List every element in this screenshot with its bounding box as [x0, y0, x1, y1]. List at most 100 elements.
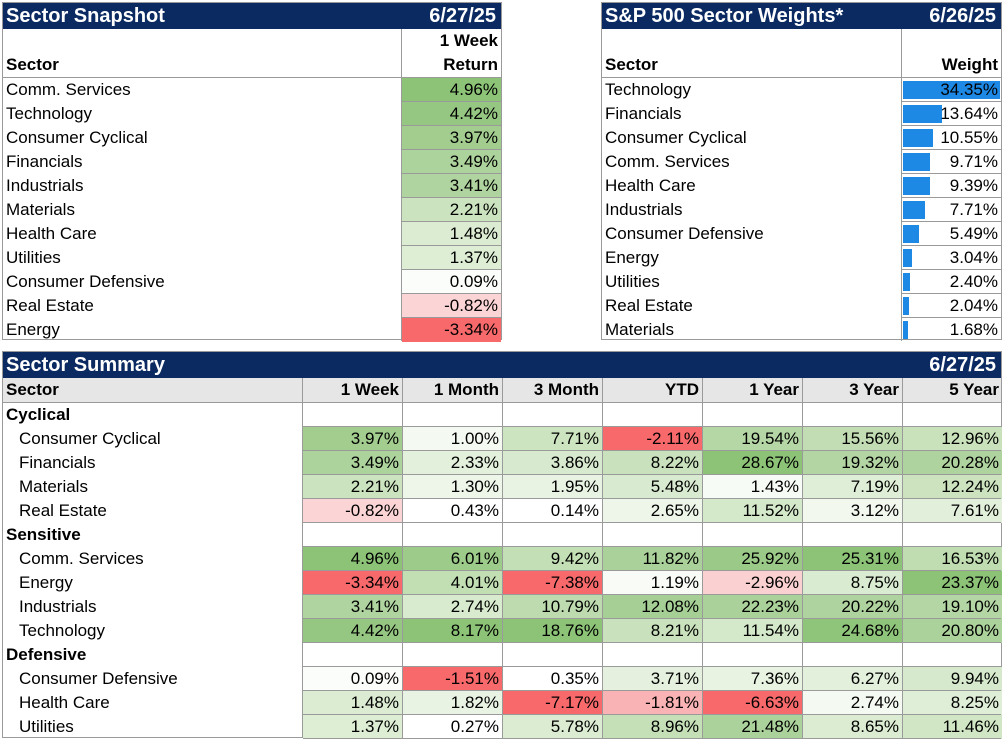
- sector-summary-panel: Sector Summary 6/27/25 Sector 1 Week 1 Mon…: [2, 351, 1002, 739]
- summary-value-cell: 4.42%: [303, 619, 402, 643]
- summary-sector-label: Materials: [19, 477, 88, 496]
- summary-value-cell: 2.74%: [803, 691, 902, 715]
- summary-value-cell: -2.11%: [603, 427, 702, 451]
- summary-value-cell: 8.17%: [403, 619, 502, 643]
- summary-value-cell: 24.68%: [803, 619, 902, 643]
- summary-value-cell: 3.71%: [603, 667, 702, 691]
- weight-bar: [903, 129, 933, 147]
- snapshot-sector-label: Utilities: [6, 248, 61, 267]
- snapshot-sector-label: Comm. Services: [6, 80, 131, 99]
- summary-value-cell: 22.23%: [703, 595, 802, 619]
- summary-value-cell: 8.65%: [803, 715, 902, 739]
- summary-value-cell: 21.48%: [703, 715, 802, 739]
- summary-value-cell: -1.51%: [403, 667, 502, 691]
- summary-value-cell: 1.48%: [303, 691, 402, 715]
- summary-value-cell: 9.42%: [503, 547, 602, 571]
- summary-value-cell: 8.96%: [603, 715, 702, 739]
- summary-value-cell: 19.10%: [903, 595, 1002, 619]
- weight-value: 1.68%: [949, 320, 998, 339]
- snapshot-col-sector: Sector: [6, 55, 59, 74]
- weight-value: 2.40%: [949, 272, 998, 291]
- summary-value-cell: 2.65%: [603, 499, 702, 523]
- summary-value-cell: 6.01%: [403, 547, 502, 571]
- summary-value-cell: 3.86%: [503, 451, 602, 475]
- sector-summary-header: Sector Summary 6/27/25: [3, 352, 1001, 378]
- summary-value-cell: 1.19%: [603, 571, 702, 595]
- sector-snapshot-header: Sector Snapshot 6/27/25: [3, 3, 501, 29]
- summary-value-cell: -7.17%: [503, 691, 602, 715]
- snapshot-return-value: 3.97%: [402, 126, 501, 150]
- snapshot-sector-label: Energy: [6, 320, 60, 339]
- summary-value-cell: 0.35%: [503, 667, 602, 691]
- weights-sector-label: Real Estate: [605, 296, 693, 315]
- snapshot-sector-label: Health Care: [6, 224, 97, 243]
- snapshot-return-value: 1.37%: [402, 246, 501, 270]
- sector-weights-date: 6/26/25: [929, 5, 996, 27]
- summary-value-cell: 1.30%: [403, 475, 502, 499]
- weights-sector-label: Health Care: [605, 176, 696, 195]
- summary-value-cell: 0.14%: [503, 499, 602, 523]
- summary-value-cell: 5.48%: [603, 475, 702, 499]
- summary-value-cell: 7.19%: [803, 475, 902, 499]
- summary-value-cell: 20.28%: [903, 451, 1002, 475]
- summary-value-cell: 19.54%: [703, 427, 802, 451]
- weight-bar: [903, 201, 925, 219]
- weight-bar: [903, 153, 930, 171]
- snapshot-sector-label: Consumer Defensive: [6, 272, 165, 291]
- summary-sector-label: Consumer Defensive: [19, 669, 178, 688]
- summary-value-cell: 8.25%: [903, 691, 1002, 715]
- weight-value: 2.04%: [949, 296, 998, 315]
- summary-value-cell: 1.00%: [403, 427, 502, 451]
- sector-weights-title: S&P 500 Sector Weights*: [605, 5, 844, 27]
- summary-sector-label: Health Care: [19, 693, 110, 712]
- snapshot-return-value: 2.21%: [402, 198, 501, 222]
- summary-value-cell: 18.76%: [503, 619, 602, 643]
- weight-bar: [903, 81, 1000, 99]
- weight-value: 10.55%: [940, 128, 998, 147]
- sector-snapshot-panel: Sector Snapshot 6/27/25 Sector 1 Week Re…: [2, 2, 502, 342]
- weight-bar: [903, 249, 912, 267]
- weights-sector-label: Financials: [605, 104, 682, 123]
- summary-value-cell: 2.21%: [303, 475, 402, 499]
- summary-sector-label: Financials: [19, 453, 96, 472]
- summary-group-sensitive: Sensitive: [6, 525, 81, 544]
- snapshot-col-return-line2: Return: [443, 55, 498, 74]
- summary-value-cell: 8.22%: [603, 451, 702, 475]
- weights-sector-label: Industrials: [605, 200, 683, 219]
- weights-sector-label: Technology: [605, 80, 692, 99]
- summary-value-cell: 20.80%: [903, 619, 1002, 643]
- summary-value-cell: 7.71%: [503, 427, 602, 451]
- weight-bar: [903, 297, 909, 315]
- weight-value: 5.49%: [949, 224, 998, 243]
- summary-sector-label: Consumer Cyclical: [19, 429, 161, 448]
- weights-col-sector: Sector: [605, 55, 658, 74]
- weight-value: 9.71%: [949, 152, 998, 171]
- snapshot-sector-label: Consumer Cyclical: [6, 128, 148, 147]
- summary-value-cell: 3.97%: [303, 427, 402, 451]
- summary-sector-label: Energy: [19, 573, 73, 592]
- weight-value: 3.04%: [949, 248, 998, 267]
- summary-col-3-month: 3 Month: [533, 380, 599, 399]
- weight-value: 13.64%: [940, 104, 998, 123]
- sector-weights-header: S&P 500 Sector Weights* 6/26/25: [602, 3, 1001, 29]
- snapshot-return-value: -3.34%: [402, 318, 501, 342]
- snapshot-sector-label: Industrials: [6, 176, 84, 195]
- summary-value-cell: 7.61%: [903, 499, 1002, 523]
- weights-sector-label: Consumer Defensive: [605, 224, 764, 243]
- weight-bar: [903, 105, 942, 123]
- sector-summary-date: 6/27/25: [929, 354, 996, 376]
- summary-value-cell: 9.94%: [903, 667, 1002, 691]
- summary-value-cell: 19.32%: [803, 451, 902, 475]
- snapshot-sector-label: Financials: [6, 152, 83, 171]
- summary-value-cell: 10.79%: [503, 595, 602, 619]
- summary-value-cell: 7.36%: [703, 667, 802, 691]
- summary-value-cell: 0.27%: [403, 715, 502, 739]
- summary-value-cell: 11.82%: [603, 547, 702, 571]
- summary-value-cell: 16.53%: [903, 547, 1002, 571]
- sector-snapshot-date: 6/27/25: [429, 5, 496, 27]
- summary-col-1-year: 1 Year: [749, 380, 799, 399]
- summary-value-cell: -3.34%: [303, 571, 402, 595]
- summary-value-cell: 0.43%: [403, 499, 502, 523]
- snapshot-return-value: 3.41%: [402, 174, 501, 198]
- summary-value-cell: -2.96%: [703, 571, 802, 595]
